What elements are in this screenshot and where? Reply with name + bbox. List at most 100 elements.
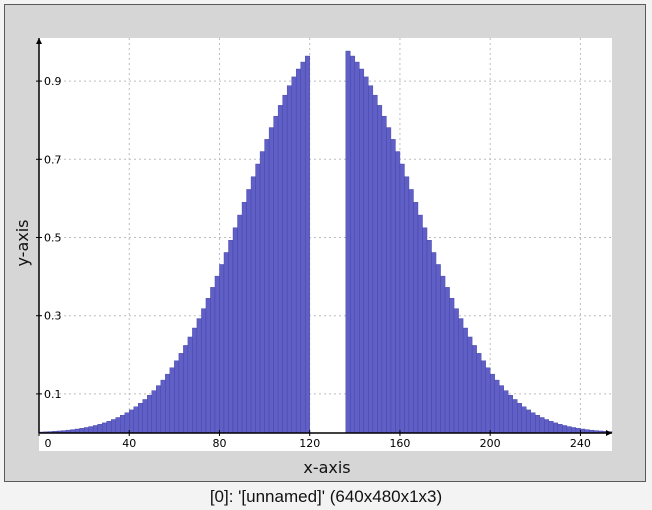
bar	[377, 105, 383, 434]
y-tick-label: 0.1	[44, 388, 62, 401]
bar	[526, 409, 531, 434]
bar	[553, 422, 559, 434]
bar	[120, 415, 125, 434]
bar	[372, 94, 378, 434]
bar	[241, 202, 247, 434]
bar	[359, 68, 365, 434]
bar	[354, 61, 360, 434]
bar	[467, 336, 473, 434]
bar	[449, 298, 455, 434]
x-tick-label: 80	[212, 437, 226, 450]
bar	[183, 345, 189, 434]
y-axis-arrow	[36, 38, 42, 44]
bar	[494, 379, 500, 434]
bar	[192, 327, 198, 434]
bar	[129, 409, 134, 434]
y-tick-label: 0.3	[44, 310, 62, 323]
bar	[368, 85, 374, 434]
x-tick-label: 40	[122, 437, 136, 450]
bar	[205, 298, 211, 434]
bar	[517, 403, 522, 434]
bar	[440, 275, 446, 434]
bar	[390, 139, 396, 434]
bar	[562, 425, 568, 434]
bar	[476, 353, 482, 434]
bar	[508, 395, 513, 434]
bar	[386, 127, 392, 434]
window-caption: [0]: '[unnamed]' (640x480x1x3)	[209, 487, 443, 506]
bar	[151, 390, 157, 434]
bar	[282, 94, 288, 434]
bar	[480, 360, 486, 434]
bar	[286, 85, 292, 434]
bar	[133, 406, 139, 434]
y-axis-label: y-axis	[13, 219, 32, 266]
bar	[97, 424, 103, 434]
bar	[115, 417, 121, 434]
bar	[512, 399, 518, 434]
bar	[106, 421, 112, 434]
bar	[147, 395, 152, 434]
bar	[124, 412, 130, 434]
bar	[228, 240, 234, 434]
plot-area	[39, 38, 612, 451]
bar	[345, 50, 351, 434]
bar	[426, 240, 432, 434]
bar	[566, 426, 572, 434]
bar	[160, 379, 166, 434]
x-axis-arrow	[606, 430, 612, 436]
bar	[381, 115, 387, 434]
bar	[250, 176, 256, 434]
bar	[535, 415, 541, 434]
bar	[237, 214, 243, 434]
bar	[458, 318, 464, 434]
bars	[38, 50, 613, 434]
bar	[187, 336, 193, 434]
y-tick-label: 0.7	[44, 153, 62, 166]
bar	[548, 421, 554, 434]
bar	[304, 55, 310, 434]
bar	[462, 327, 468, 434]
bar	[350, 55, 356, 434]
y-tick-label: 0.5	[44, 232, 62, 245]
bar	[453, 308, 459, 434]
bar	[489, 373, 495, 434]
bar	[214, 275, 220, 434]
bar	[101, 422, 107, 434]
bar	[178, 353, 184, 434]
bar	[268, 127, 274, 434]
bar	[201, 308, 207, 434]
bar	[223, 252, 229, 434]
bar	[530, 412, 536, 434]
bar	[399, 163, 405, 434]
bar	[156, 385, 162, 434]
bar	[503, 390, 509, 434]
bar	[92, 425, 98, 434]
y-tick-label: 0.9	[44, 75, 62, 88]
bar	[83, 427, 89, 434]
bar	[499, 385, 504, 434]
bar	[277, 105, 283, 434]
bar	[110, 419, 116, 434]
bar	[291, 76, 297, 434]
bar	[255, 163, 261, 434]
bar	[431, 252, 437, 434]
bar	[246, 189, 252, 434]
bar	[174, 360, 180, 434]
bar	[295, 68, 301, 434]
bar	[417, 214, 423, 434]
bar	[435, 264, 441, 434]
x-tick-label: 0	[45, 437, 52, 450]
bar	[196, 318, 202, 434]
bar	[210, 287, 216, 434]
axes	[36, 38, 612, 436]
x-tick-label: 120	[299, 437, 320, 450]
bar	[259, 151, 265, 434]
bar	[444, 287, 450, 434]
bar	[544, 419, 550, 434]
tick-labels: 0 40 80 120 160 200 240 0.1 0.3 0.5 0.7 0.9	[36, 75, 591, 450]
bar	[138, 403, 143, 434]
x-tick-label: 240	[570, 437, 591, 450]
bar	[142, 399, 148, 434]
bar	[363, 76, 369, 434]
